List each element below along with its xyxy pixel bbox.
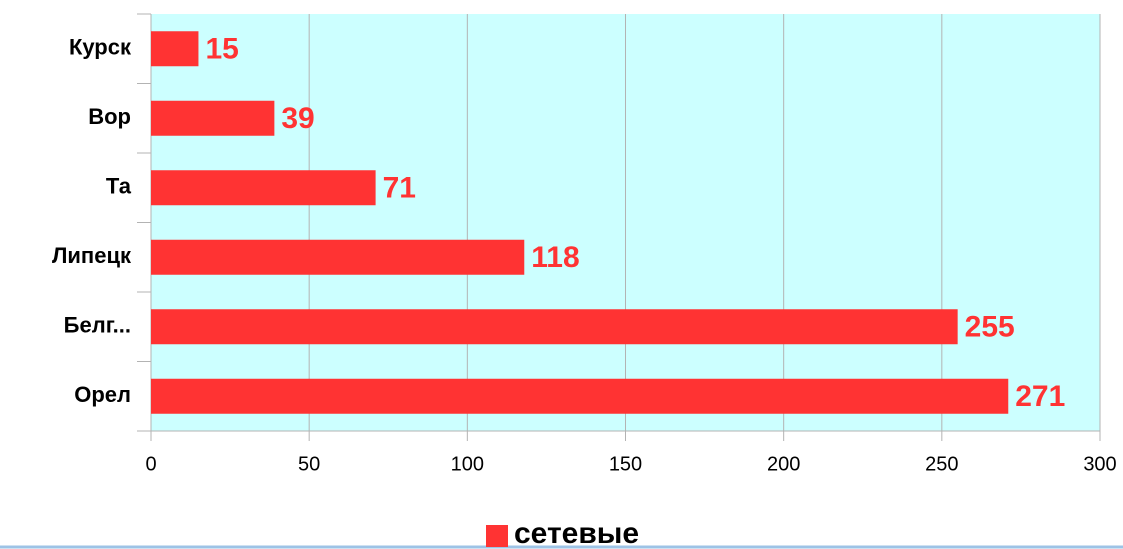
data-label: 271	[1015, 380, 1065, 413]
bar	[151, 170, 376, 206]
data-label: 118	[531, 241, 579, 274]
x-tick-label: 50	[298, 453, 320, 475]
bar	[151, 239, 525, 275]
x-tick-label: 150	[609, 453, 642, 475]
data-label: 39	[281, 102, 314, 135]
y-tick-label: Белг...	[64, 313, 131, 338]
legend-label: сетевые	[514, 517, 639, 549]
legend-swatch	[486, 525, 508, 547]
bar	[151, 100, 275, 136]
bar	[151, 31, 199, 67]
y-tick-label: Липецк	[52, 243, 132, 268]
y-tick-label: Вор	[88, 104, 131, 129]
bar	[151, 378, 1009, 414]
x-tick-label: 250	[925, 453, 958, 475]
y-tick-label: Та	[106, 174, 132, 199]
data-label: 255	[965, 311, 1015, 344]
x-tick-label: 300	[1083, 453, 1116, 475]
y-tick-label: Курск	[69, 35, 132, 60]
x-tick-label: 100	[451, 453, 484, 475]
data-label: 15	[205, 33, 238, 66]
x-tick-label: 0	[145, 453, 156, 475]
bar	[151, 309, 958, 345]
data-label: 71	[383, 172, 416, 205]
x-tick-label: 200	[767, 453, 800, 475]
y-tick-label: Орел	[74, 382, 131, 407]
